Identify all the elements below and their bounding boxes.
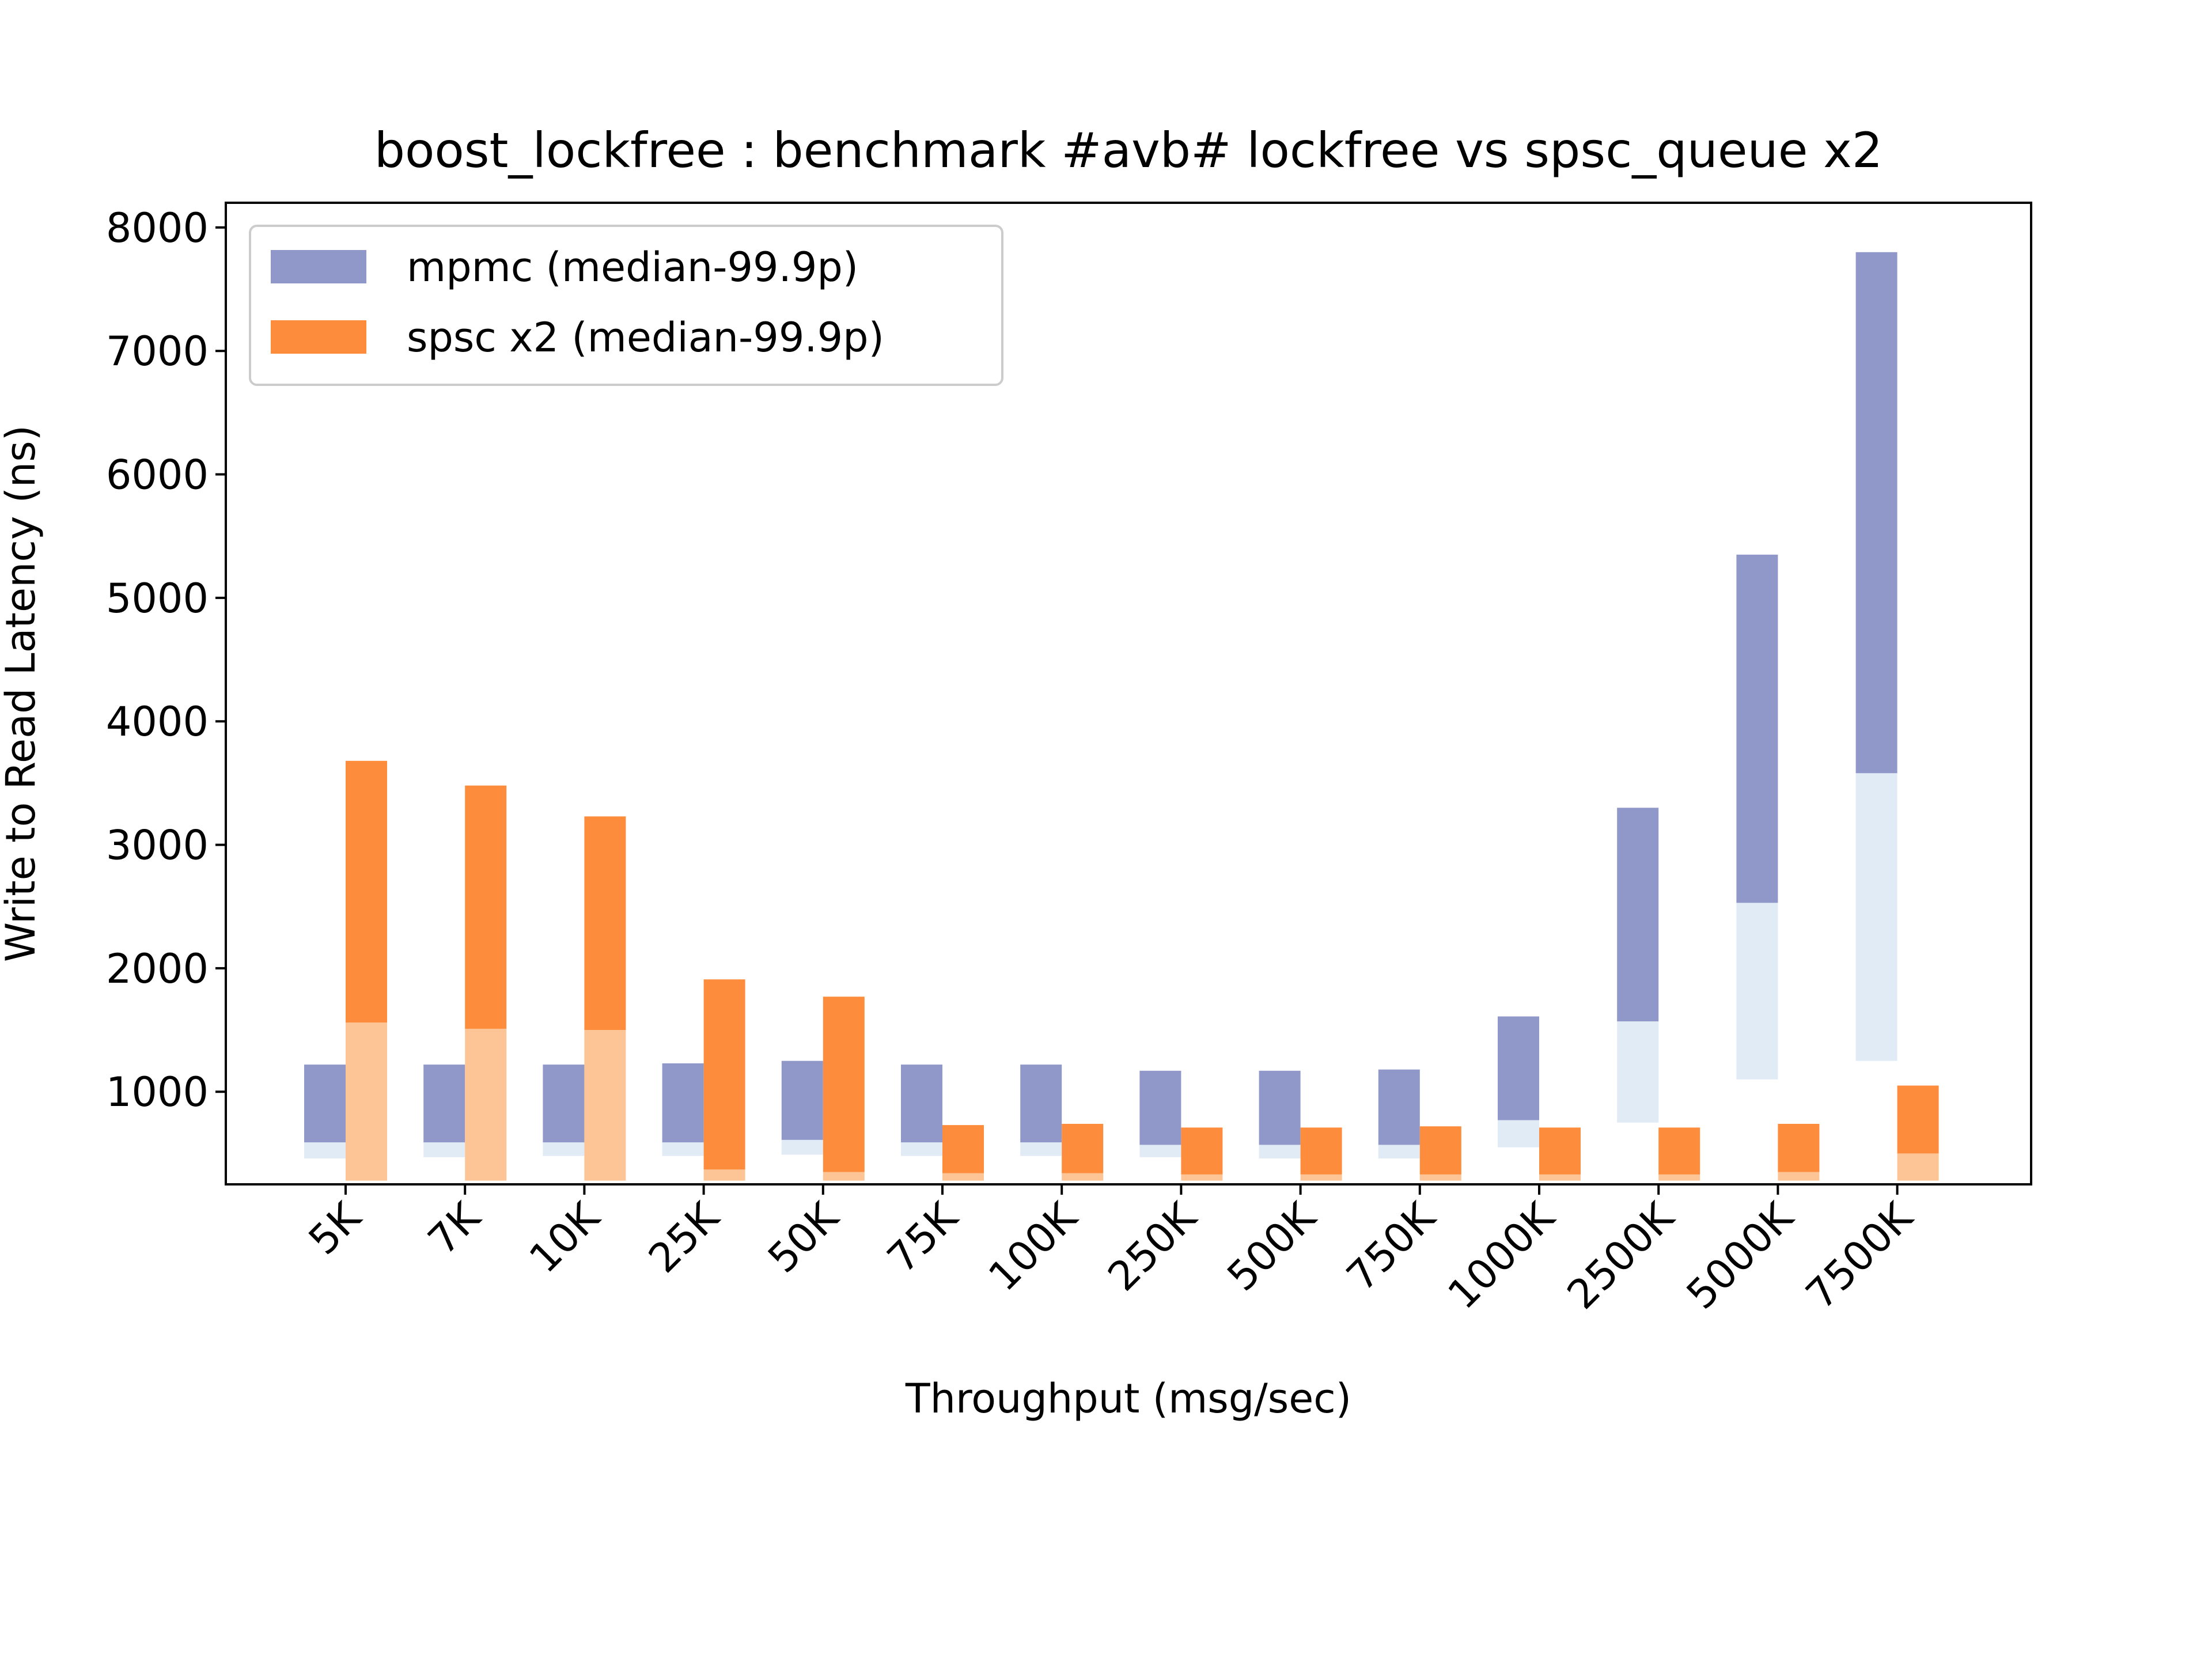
x-tick-label: 1000K (1439, 1193, 1565, 1319)
x-tick-label: 500K (1218, 1193, 1325, 1300)
bar-spsc (1897, 1085, 1939, 1154)
bar-mpmc (423, 1065, 465, 1143)
bar-spsc (1658, 1127, 1700, 1175)
bar-spsc (942, 1125, 984, 1173)
bar-mpmc (1020, 1065, 1062, 1143)
x-tick-label: 250K (1099, 1193, 1206, 1300)
chart-title: boost_lockfree : benchmark #avb# lockfre… (374, 122, 1883, 179)
bar-mpmc (1855, 252, 1897, 774)
bar-spsc (1419, 1126, 1461, 1175)
x-tick-label: 10K (520, 1193, 609, 1282)
bar-spsc-tail (346, 1022, 387, 1181)
bar-spsc-tail (1062, 1173, 1104, 1181)
bar-mpmc-tail (543, 1142, 585, 1156)
bar-spsc (823, 997, 865, 1172)
legend-label-spsc: spsc x2 (median-99.9p) (407, 314, 884, 361)
x-tick-label: 75K (878, 1193, 968, 1282)
bars-layer (304, 252, 1939, 1181)
x-tick-label: 50K (759, 1193, 848, 1282)
bar-mpmc (1259, 1070, 1301, 1145)
y-tick-label: 6000 (106, 452, 209, 499)
bar-spsc (1778, 1123, 1820, 1172)
y-tick-label: 4000 (106, 698, 209, 745)
legend: mpmc (median-99.9p) spsc x2 (median-99.9… (249, 225, 1003, 386)
bar-mpmc (901, 1065, 942, 1143)
x-axis-label: Throughput (msg/sec) (905, 1375, 1351, 1422)
bar-mpmc (1498, 1016, 1539, 1120)
bar-mpmc-tail (1259, 1145, 1301, 1158)
bar-spsc (346, 760, 387, 1023)
legend-label-mpmc: mpmc (median-99.9p) (407, 244, 858, 291)
plot-frame (225, 202, 2032, 1185)
y-tick-label: 3000 (106, 822, 209, 869)
bar-mpmc-tail (1498, 1120, 1539, 1147)
bar-spsc-tail (584, 1030, 626, 1181)
bar-mpmc (1378, 1069, 1420, 1145)
x-tick-label: 2500K (1558, 1193, 1684, 1319)
bar-spsc-tail (1897, 1153, 1939, 1181)
bar-spsc-tail (1419, 1174, 1461, 1181)
bar-spsc-tail (1539, 1174, 1581, 1181)
x-tick-label: 5K (300, 1193, 370, 1264)
bar-spsc (465, 785, 507, 1029)
bar-mpmc-tail (1378, 1145, 1420, 1158)
x-tick-label: 100K (979, 1193, 1086, 1300)
y-tick-label: 8000 (106, 204, 209, 252)
bar-mpmc (1139, 1070, 1181, 1145)
bar-mpmc-tail (662, 1142, 704, 1156)
bar-spsc-tail (1300, 1174, 1342, 1181)
bar-spsc-tail (465, 1028, 507, 1181)
bar-mpmc-tail (1139, 1145, 1181, 1157)
y-tick-label: 5000 (106, 575, 209, 622)
bar-mpmc-tail (1020, 1142, 1062, 1156)
bar-spsc-tail (1181, 1174, 1223, 1181)
bar-spsc (1539, 1127, 1581, 1175)
bar-spsc-tail (1658, 1174, 1700, 1181)
y-tick-label: 7000 (106, 328, 209, 375)
x-tick-label: 7K (419, 1193, 490, 1264)
x-tick-label: 750K (1338, 1193, 1445, 1300)
bar-mpmc-tail (1855, 773, 1897, 1061)
x-tick-label: 25K (639, 1193, 729, 1282)
legend-swatch-mpmc (271, 250, 366, 283)
bar-mpmc-tail (1617, 1021, 1659, 1123)
x-tick-label: 5000K (1677, 1193, 1803, 1319)
y-tick-label: 1000 (106, 1069, 209, 1116)
bar-mpmc (781, 1060, 823, 1140)
bar-mpmc-tail (423, 1142, 465, 1157)
y-axis-label: Write to Read Latency (ns) (0, 425, 44, 962)
legend-swatch-spsc (271, 320, 366, 354)
bar-spsc-tail (942, 1173, 984, 1181)
bar-spsc (1181, 1127, 1223, 1175)
bar-mpmc-tail (304, 1142, 346, 1158)
bar-spsc-tail (1778, 1172, 1820, 1181)
bar-mpmc-tail (1736, 903, 1778, 1080)
y-axis: 1000 2000 3000 4000 5000 6000 7000 8000 (106, 204, 226, 1116)
bar-mpmc (1617, 808, 1659, 1022)
bar-spsc (1300, 1127, 1342, 1175)
bar-mpmc (662, 1063, 704, 1143)
y-tick-label: 2000 (106, 945, 209, 993)
legend-box (249, 225, 1003, 386)
bar-mpmc (1736, 554, 1778, 903)
bar-mpmc (304, 1065, 346, 1143)
bar-spsc (1062, 1123, 1104, 1173)
x-tick-label: 7500K (1797, 1193, 1922, 1319)
bar-spsc (584, 816, 626, 1031)
bar-spsc-tail (703, 1169, 745, 1181)
bar-spsc (703, 979, 745, 1170)
bar-mpmc-tail (781, 1139, 823, 1155)
x-axis: 5K 7K 10K 25K 50K 75K 100K 250K 500K 750K1000K250… (300, 1184, 1922, 1318)
bar-mpmc (543, 1065, 585, 1143)
plot-area (225, 202, 2032, 1185)
bar-spsc-tail (823, 1172, 865, 1181)
bar-mpmc-tail (901, 1142, 942, 1156)
